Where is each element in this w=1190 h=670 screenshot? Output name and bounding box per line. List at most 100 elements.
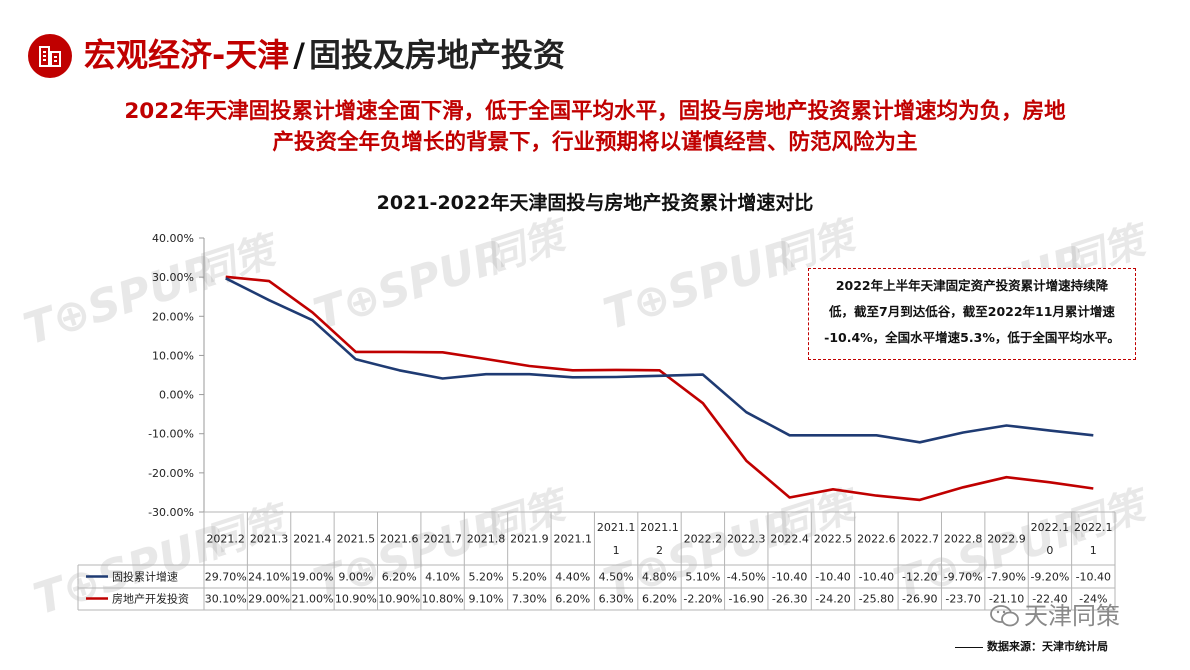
- headline-line-1: 2022年天津固投累计增速全面下滑，低于全国平均水平，固投与房地产投资累计增速均…: [124, 99, 1066, 124]
- annotation-line-2: 低，截至7月到达低谷，截至2022年11月累计增速: [829, 304, 1115, 319]
- title-separator: /: [293, 36, 305, 74]
- data-label: -24%: [1079, 593, 1107, 606]
- data-label: 7.30%: [512, 593, 547, 606]
- x-tick-label: 2021.3: [250, 533, 289, 546]
- x-tick-label: 2021.8: [467, 533, 506, 546]
- data-label: 9.10%: [468, 593, 503, 606]
- x-tick-label: 2022.2: [684, 533, 723, 546]
- x-tick-label: 2021.5: [337, 533, 376, 546]
- title-sub: 固投及房地产投资: [308, 36, 565, 74]
- data-label: 6.20%: [642, 593, 677, 606]
- y-tick-label: -30.00%: [148, 506, 194, 519]
- x-tick-label: 0: [1046, 544, 1053, 557]
- data-label: -10.40: [772, 571, 807, 584]
- x-tick-label: 1: [1090, 544, 1097, 557]
- x-tick-label: 2022.7: [901, 533, 940, 546]
- data-label: -10.40: [815, 571, 850, 584]
- chart-title: 2021-2022年天津固投与房地产投资累计增速对比: [376, 192, 814, 214]
- x-tick-label: 2: [656, 544, 663, 557]
- x-tick-label: 2021.6: [380, 533, 419, 546]
- series-line: [225, 275, 1094, 502]
- data-label: 5.20%: [468, 571, 503, 584]
- data-label: 29.00%: [248, 593, 290, 606]
- y-tick-label: 10.00%: [152, 349, 194, 362]
- y-tick-label: 30.00%: [152, 271, 194, 284]
- page-title: 宏观经济-天津 / 固投及房地产投资: [84, 30, 565, 76]
- watermark-cn: 同策: [1059, 481, 1156, 552]
- y-tick-label: 40.00%: [152, 232, 194, 245]
- data-label: 4.80%: [642, 571, 677, 584]
- data-label: -12.20: [902, 571, 937, 584]
- y-tick-label: 0.00%: [159, 389, 194, 402]
- building-icon: [28, 34, 72, 78]
- data-label: -23.70: [945, 593, 980, 606]
- y-tick-label: -20.00%: [148, 467, 194, 480]
- data-label: -22.40: [1032, 593, 1067, 606]
- data-label: -26.90: [902, 593, 937, 606]
- data-label: -26.30: [772, 593, 807, 606]
- y-tick-label: -10.00%: [148, 428, 194, 441]
- data-label: 5.20%: [512, 571, 547, 584]
- x-tick-label: 2022.4: [770, 533, 809, 546]
- headline-line-2: 产投资全年负增长的背景下，行业预期将以谨慎经营、防范风险为主: [272, 130, 918, 155]
- data-label: 4.40%: [555, 571, 590, 584]
- data-label: 5.10%: [685, 571, 720, 584]
- data-label: -2.20%: [683, 593, 722, 606]
- data-label: 19.00%: [291, 571, 333, 584]
- data-label: 6.30%: [599, 593, 634, 606]
- annotation-box: 2022年上半年天津固定资产投资累计增速持续降 低，截至7月到达低谷，截至202…: [808, 268, 1136, 360]
- x-tick-label: 2021.7: [423, 533, 462, 546]
- legend-label: 固投累计增速: [112, 570, 178, 584]
- x-tick-label: 2022.5: [814, 533, 853, 546]
- x-tick-label: 2021.1: [597, 521, 636, 534]
- data-label: -4.50%: [727, 571, 766, 584]
- data-label: -9.70%: [944, 571, 983, 584]
- x-tick-label: 2021.1: [553, 533, 592, 546]
- series-line: [225, 277, 1094, 444]
- data-label: 6.20%: [382, 571, 417, 584]
- data-label: -10.40: [1076, 571, 1111, 584]
- x-tick-label: 2021.1: [640, 521, 679, 534]
- headline: 2022年天津固投累计增速全面下滑，低于全国平均水平，固投与房地产投资累计增速均…: [20, 96, 1170, 158]
- data-label: -24.20: [815, 593, 850, 606]
- x-tick-label: 2021.9: [510, 533, 549, 546]
- y-tick-label: 20.00%: [152, 310, 194, 323]
- x-tick-label: 2022.6: [857, 533, 896, 546]
- x-tick-label: 2022.1: [1074, 521, 1113, 534]
- data-label: -7.90%: [987, 571, 1026, 584]
- x-tick-label: 2022.9: [987, 533, 1026, 546]
- wechat-icon: [990, 605, 1019, 627]
- data-label: 24.10%: [248, 571, 290, 584]
- annotation-line-3: -10.4%，全国水平增速5.3%，低于全国平均水平。: [824, 330, 1120, 345]
- data-label: -16.90: [729, 593, 764, 606]
- x-tick-label: 1: [613, 544, 620, 557]
- title-main: 宏观经济-天津: [84, 36, 290, 74]
- x-tick-label: 2022.1: [1031, 521, 1070, 534]
- data-label: -10.40: [859, 571, 894, 584]
- x-tick-label: 2021.4: [293, 533, 332, 546]
- data-label: 21.00%: [291, 593, 333, 606]
- watermark-cn: 同策: [479, 211, 576, 282]
- data-label: 10.90%: [378, 593, 420, 606]
- data-label: -25.80: [859, 593, 894, 606]
- x-tick-label: 2021.2: [206, 533, 245, 546]
- data-label: 9.00%: [338, 571, 373, 584]
- series-lines: [225, 275, 1094, 502]
- data-label: 4.10%: [425, 571, 460, 584]
- wechat-account: 天津同策: [990, 596, 1120, 631]
- data-label: 6.20%: [555, 593, 590, 606]
- wechat-name: 天津同策: [1024, 602, 1120, 630]
- data-table: 2021.2 2021.3 2021.4 2021.5 2021.6 2021.7 2021…: [77, 511, 1116, 611]
- data-source: 数据来源：天津市统计局: [955, 638, 1108, 654]
- data-label: 29.70%: [205, 571, 247, 584]
- y-axis: 40.00% 30.00% 20.00% 10.00% 0.00% -10.00% -20.…: [148, 232, 205, 519]
- data-label: 10.90%: [335, 593, 377, 606]
- data-label: 10.80%: [422, 593, 464, 606]
- data-label: -9.20%: [1030, 571, 1069, 584]
- x-tick-label: 2022.3: [727, 533, 766, 546]
- data-label: -21.10: [989, 593, 1024, 606]
- legend-label: 房地产开发投资: [112, 592, 189, 606]
- data-label: 30.10%: [205, 593, 247, 606]
